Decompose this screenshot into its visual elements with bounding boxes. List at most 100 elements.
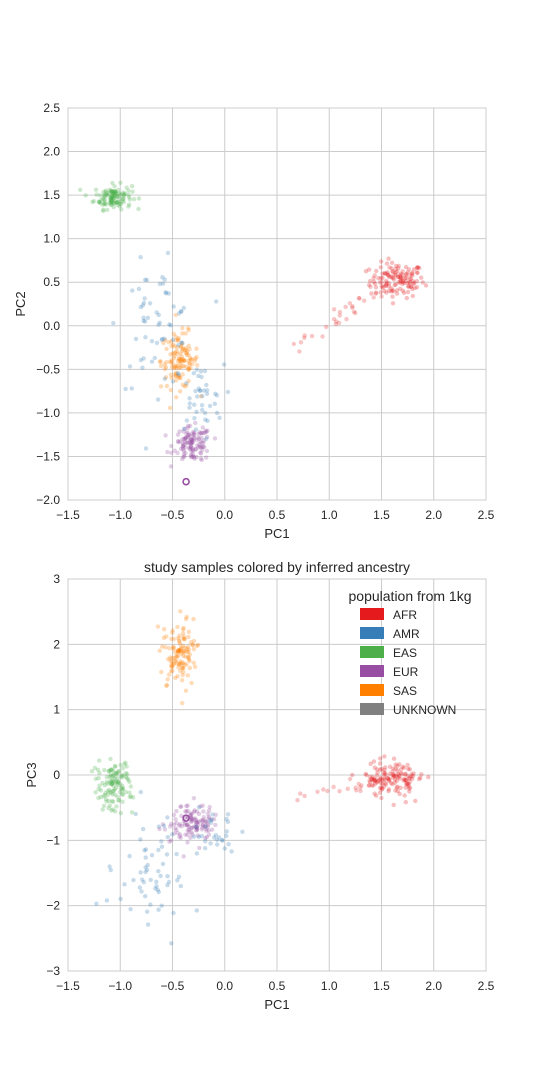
data-point-sas xyxy=(168,387,173,393)
data-point-eas xyxy=(117,769,122,774)
data-point-sas xyxy=(178,609,183,614)
data-point-eas xyxy=(97,783,102,788)
data-point-afr xyxy=(390,294,395,299)
data-point-amr xyxy=(145,922,151,927)
data-point-afr xyxy=(384,271,389,276)
data-point-eur xyxy=(172,448,177,453)
data-point-afr xyxy=(383,782,389,787)
data-point-eas xyxy=(102,200,107,205)
data-point-eur xyxy=(183,450,188,456)
legend-swatch-afr xyxy=(360,608,384,620)
data-point-afr xyxy=(403,777,408,782)
data-point-sas xyxy=(195,642,201,648)
data-point-afr xyxy=(392,773,397,779)
data-point-afr xyxy=(377,777,383,783)
data-point-eur xyxy=(175,450,180,456)
data-point-eas xyxy=(116,780,121,785)
x-tick-label: −1.0 xyxy=(108,508,132,522)
data-point-eas xyxy=(130,795,136,800)
data-point-eas xyxy=(111,200,116,205)
data-point-eas xyxy=(110,195,115,200)
data-point-afr xyxy=(372,776,377,781)
data-point-amr xyxy=(225,389,231,395)
data-point-afr xyxy=(417,776,422,782)
data-point-afr xyxy=(395,274,401,280)
data-point-eur xyxy=(181,443,186,448)
data-point-eas xyxy=(114,195,120,200)
data-point-sas xyxy=(181,363,186,369)
data-point-sas xyxy=(177,661,182,667)
data-point-eur xyxy=(190,438,195,443)
data-point-amr xyxy=(141,300,147,306)
data-point-eas xyxy=(121,196,126,201)
data-point-afr xyxy=(374,773,379,778)
data-point-sas xyxy=(164,346,169,352)
data-point-afr xyxy=(408,276,414,281)
data-point-sas xyxy=(186,378,191,384)
data-point-eur xyxy=(191,454,196,460)
data-point-eas xyxy=(118,762,123,768)
data-point-eas xyxy=(123,191,128,196)
data-point-afr xyxy=(409,271,415,276)
data-point-amr xyxy=(148,902,153,907)
data-point-afr xyxy=(423,283,429,288)
data-point-eas xyxy=(108,790,114,795)
data-point-afr xyxy=(403,800,408,805)
data-point-afr xyxy=(390,276,396,281)
data-point-sas xyxy=(191,647,196,652)
data-point-afr xyxy=(393,282,398,287)
data-point-afr xyxy=(370,776,375,781)
data-point-afr xyxy=(408,277,413,282)
data-point-afr xyxy=(397,286,403,291)
data-point-eur xyxy=(190,440,195,446)
data-point-afr xyxy=(398,770,404,776)
data-point-eas xyxy=(112,192,117,197)
data-point-eur xyxy=(189,825,194,830)
data-point-eur xyxy=(186,827,192,832)
x-tick-label: 0.5 xyxy=(269,979,286,993)
data-point-eas xyxy=(101,794,106,799)
data-point-eur xyxy=(179,804,184,809)
data-point-amr xyxy=(138,357,144,363)
data-point-eur xyxy=(206,832,212,837)
data-point-eas xyxy=(113,780,118,785)
data-point-sas xyxy=(180,660,185,666)
data-point-afr xyxy=(390,772,395,777)
data-point-sas xyxy=(164,383,170,389)
data-point-eur xyxy=(196,819,202,824)
data-point-sas xyxy=(171,636,177,642)
data-point-afr xyxy=(371,279,377,284)
data-point-afr xyxy=(387,764,393,769)
x-tick-label: −1.5 xyxy=(56,508,80,522)
data-point-afr xyxy=(407,280,412,285)
data-point-eas xyxy=(105,781,110,786)
data-point-afr xyxy=(389,274,394,279)
data-point-amr xyxy=(199,374,204,380)
data-point-afr xyxy=(291,341,296,347)
data-point-eas xyxy=(78,187,83,192)
data-point-sas xyxy=(173,312,178,318)
data-point-eur xyxy=(198,451,204,456)
data-point-eur xyxy=(205,811,211,816)
data-point-amr xyxy=(213,833,218,838)
data-point-afr xyxy=(401,765,407,770)
data-point-sas xyxy=(162,366,168,372)
data-point-sas xyxy=(163,375,169,380)
data-point-sas xyxy=(177,662,182,667)
data-point-afr xyxy=(358,788,363,794)
data-point-sas xyxy=(176,374,181,379)
data-point-afr xyxy=(403,276,408,281)
data-point-amr xyxy=(193,427,199,432)
data-point-eas xyxy=(103,188,109,193)
data-point-sas xyxy=(188,640,194,645)
data-point-eas xyxy=(126,204,131,209)
data-point-eas xyxy=(102,202,107,207)
data-point-amr xyxy=(169,832,175,837)
data-point-amr xyxy=(184,381,189,386)
data-point-afr xyxy=(387,771,393,776)
data-point-eur xyxy=(160,822,166,827)
data-point-amr xyxy=(152,355,157,361)
data-point-eas xyxy=(127,197,133,202)
data-point-amr xyxy=(200,407,205,413)
grid-lines xyxy=(67,107,487,501)
